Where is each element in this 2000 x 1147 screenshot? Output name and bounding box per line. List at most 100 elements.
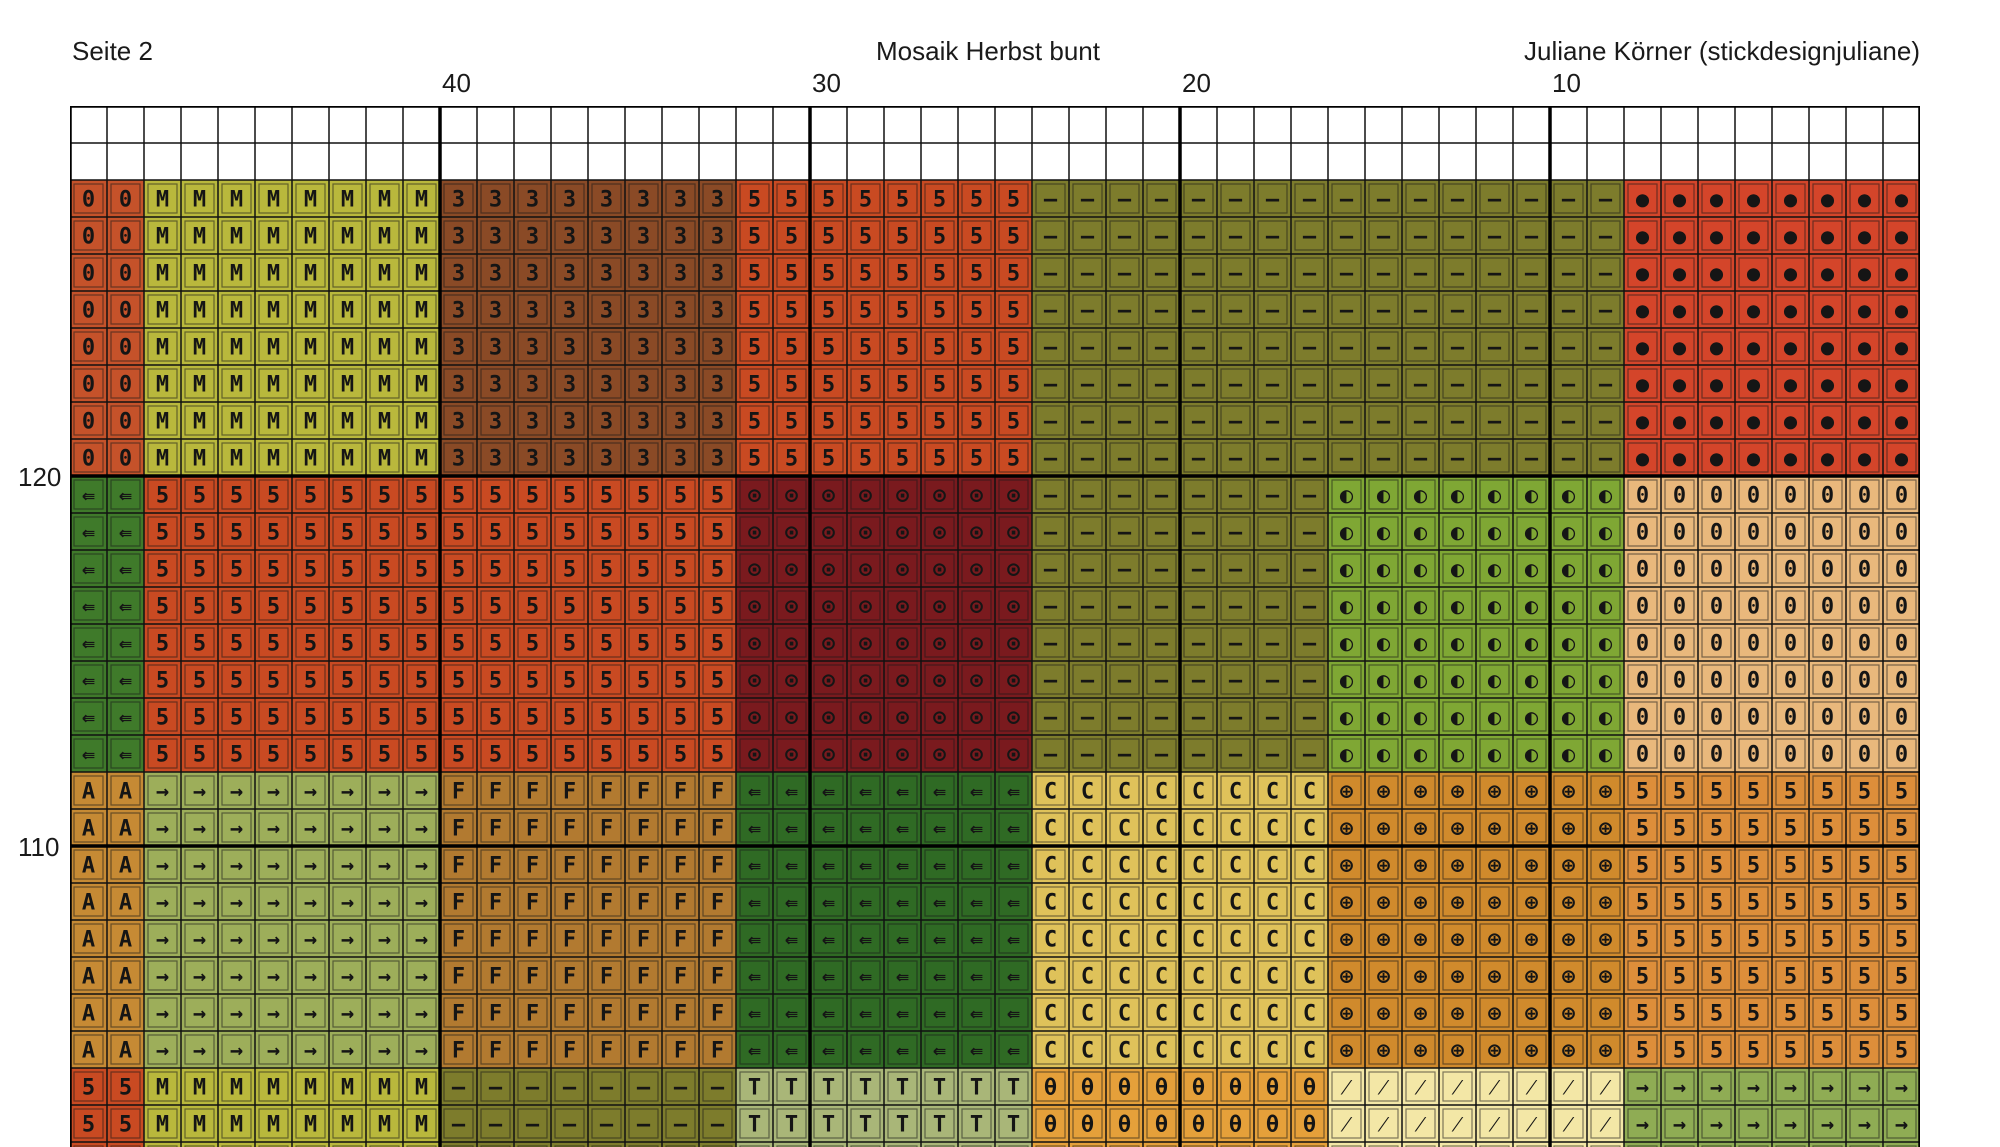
svg-text:◐: ◐ (1562, 632, 1576, 657)
stitch-cell: 5 (1698, 994, 1735, 1031)
stitch-cell: 5 (921, 439, 958, 476)
stitch-cell: 5 (144, 476, 181, 513)
stitch-cell: ◐ (1365, 661, 1402, 698)
stitch-cell: 5 (329, 476, 366, 513)
svg-text:5: 5 (970, 225, 983, 250)
stitch-cell: 3 (514, 402, 551, 439)
stitch-cell: ◐ (1328, 698, 1365, 735)
stitch-cell: F (440, 809, 477, 846)
stitch-cell: ⊙ (736, 513, 773, 550)
stitch-cell: 5 (144, 698, 181, 735)
svg-text:5: 5 (452, 521, 465, 546)
stitch-cell: — (1291, 735, 1328, 772)
svg-text:—: — (1118, 447, 1132, 472)
stitch-cell: C (1180, 957, 1217, 994)
stitch-cell: F (699, 1031, 736, 1068)
svg-text:5: 5 (674, 595, 687, 620)
stitch-cell: C (1143, 846, 1180, 883)
stitch-cell: 0 (1809, 624, 1846, 661)
svg-text:→: → (267, 891, 280, 916)
svg-text:5: 5 (970, 299, 983, 324)
svg-text:⊕: ⊕ (1451, 891, 1464, 916)
stitch-cell: ◐ (1587, 661, 1624, 698)
svg-text:→: → (415, 854, 428, 879)
stitch-cell: 5 (366, 624, 403, 661)
svg-text:5: 5 (1821, 1002, 1834, 1027)
stitch-cell: 5 (1735, 920, 1772, 957)
stitch-cell: → (366, 920, 403, 957)
svg-text:→: → (193, 780, 206, 805)
stitch-cell: 5 (1698, 883, 1735, 920)
stitch-cell: F (551, 920, 588, 957)
svg-text:⊕: ⊕ (1377, 1002, 1390, 1027)
stitch-cell: 5 (1661, 1031, 1698, 1068)
stitch-cell: C (1254, 920, 1291, 957)
stitch-cell: F (440, 1031, 477, 1068)
stitch-cell: ◐ (1439, 513, 1476, 550)
svg-text:5: 5 (156, 558, 169, 583)
svg-text:⊕: ⊕ (1488, 817, 1501, 842)
svg-text:◐: ◐ (1414, 595, 1428, 620)
svg-text:M: M (415, 225, 428, 250)
stitch-cell: M (144, 402, 181, 439)
stitch-cell: → (144, 772, 181, 809)
stitch-cell: ● (1624, 328, 1661, 365)
svg-text:5: 5 (1747, 780, 1760, 805)
svg-text:—: — (1266, 669, 1280, 694)
svg-text:—: — (1229, 521, 1243, 546)
svg-text:A: A (82, 817, 95, 842)
svg-text:⊙: ⊙ (748, 669, 761, 694)
svg-text:3: 3 (563, 447, 576, 472)
svg-text:0: 0 (82, 447, 95, 472)
stitch-cell: 3 (625, 328, 662, 365)
stitch-cell: → (255, 883, 292, 920)
stitch-cell: M (403, 365, 440, 402)
stitch-cell: 0 (1883, 550, 1920, 587)
stitch-cell: ● (1735, 402, 1772, 439)
stitch-cell: ⊙ (884, 550, 921, 587)
svg-text:0: 0 (1858, 669, 1871, 694)
svg-text:5: 5 (563, 521, 576, 546)
stitch-cell: 3 (440, 254, 477, 291)
stitch-cell: M (144, 439, 181, 476)
stitch-cell: M (144, 1068, 181, 1105)
stitch-cell: ● (1698, 180, 1735, 217)
svg-text:F: F (489, 965, 502, 990)
svg-text:◐: ◐ (1377, 632, 1391, 657)
stitch-cell: ⇚ (884, 772, 921, 809)
svg-text:5: 5 (822, 225, 835, 250)
svg-text:⊙: ⊙ (1007, 521, 1020, 546)
stitch-cell: 3 (551, 291, 588, 328)
svg-text:→: → (267, 817, 280, 842)
svg-text:◐: ◐ (1488, 558, 1502, 583)
svg-text:→: → (230, 854, 243, 879)
svg-text:⊙: ⊙ (859, 484, 872, 509)
stitch-cell: — (1217, 402, 1254, 439)
stitch-cell: ⇚ (810, 1031, 847, 1068)
svg-text:⇚: ⇚ (119, 632, 132, 657)
stitch-cell: M (255, 402, 292, 439)
stitch-cell: — (1365, 402, 1402, 439)
svg-text:5: 5 (1673, 891, 1686, 916)
stitch-cell: → (144, 846, 181, 883)
stitch-cell: M (329, 291, 366, 328)
stitch-cell: — (1513, 365, 1550, 402)
svg-text:M: M (267, 336, 280, 361)
stitch-cell: C (1106, 920, 1143, 957)
stitch-cell: 5 (1661, 809, 1698, 846)
svg-text:F: F (563, 891, 576, 916)
svg-text:⇚: ⇚ (1007, 928, 1020, 953)
svg-text:—: — (1488, 447, 1502, 472)
svg-text:C: C (1192, 928, 1205, 953)
stitch-cell: ⊕ (1328, 772, 1365, 809)
svg-text:5: 5 (600, 595, 613, 620)
svg-text:⇚: ⇚ (933, 1002, 946, 1027)
svg-text:—: — (1599, 225, 1613, 250)
svg-text:—: — (1229, 373, 1243, 398)
stitch-cell: ● (1772, 439, 1809, 476)
svg-text:5: 5 (526, 669, 539, 694)
svg-text:—: — (1488, 373, 1502, 398)
svg-text:—: — (1192, 373, 1206, 398)
svg-text:◐: ◐ (1377, 484, 1391, 509)
stitch-cell: 0 (1883, 513, 1920, 550)
